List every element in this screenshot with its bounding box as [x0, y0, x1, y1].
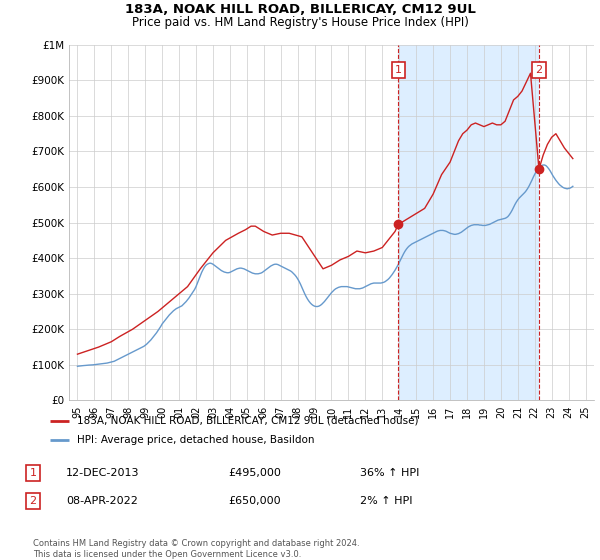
- Text: 2% ↑ HPI: 2% ↑ HPI: [360, 496, 413, 506]
- Text: 1: 1: [395, 65, 402, 74]
- Text: Price paid vs. HM Land Registry's House Price Index (HPI): Price paid vs. HM Land Registry's House …: [131, 16, 469, 29]
- Text: £650,000: £650,000: [228, 496, 281, 506]
- Text: 1: 1: [29, 468, 37, 478]
- Text: 36% ↑ HPI: 36% ↑ HPI: [360, 468, 419, 478]
- Text: 12-DEC-2013: 12-DEC-2013: [66, 468, 139, 478]
- Text: 2: 2: [29, 496, 37, 506]
- Text: 08-APR-2022: 08-APR-2022: [66, 496, 138, 506]
- Text: HPI: Average price, detached house, Basildon: HPI: Average price, detached house, Basi…: [77, 435, 314, 445]
- Text: 2: 2: [535, 65, 542, 74]
- Bar: [398, 45, 539, 400]
- Text: 183A, NOAK HILL ROAD, BILLERICAY, CM12 9UL (detached house): 183A, NOAK HILL ROAD, BILLERICAY, CM12 9…: [77, 416, 419, 426]
- Text: £495,000: £495,000: [228, 468, 281, 478]
- Text: 183A, NOAK HILL ROAD, BILLERICAY, CM12 9UL: 183A, NOAK HILL ROAD, BILLERICAY, CM12 9…: [125, 3, 475, 16]
- Text: Contains HM Land Registry data © Crown copyright and database right 2024.
This d: Contains HM Land Registry data © Crown c…: [33, 539, 359, 559]
